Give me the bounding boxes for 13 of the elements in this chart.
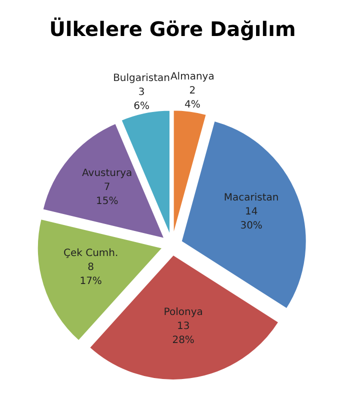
data-label: 3 6% (134, 87, 150, 112)
slice-label: Polonya (164, 307, 203, 318)
data-label: 8 17% (80, 262, 102, 288)
data-label: 2 4% (184, 85, 200, 110)
slice-label: Avusturya (82, 168, 132, 180)
slice-label: Bulgaristan (113, 73, 170, 84)
data-label: 13 28% (172, 321, 194, 346)
chart-title: Ülkelere Göre Dağılım (49, 17, 296, 41)
slice-label: Almanya (170, 71, 214, 82)
slice-label: Macaristan (224, 192, 279, 204)
slice-label: Çek Cumh. (63, 248, 118, 260)
data-label: 7 15% (96, 182, 118, 208)
data-label: 14 30% (240, 206, 262, 232)
